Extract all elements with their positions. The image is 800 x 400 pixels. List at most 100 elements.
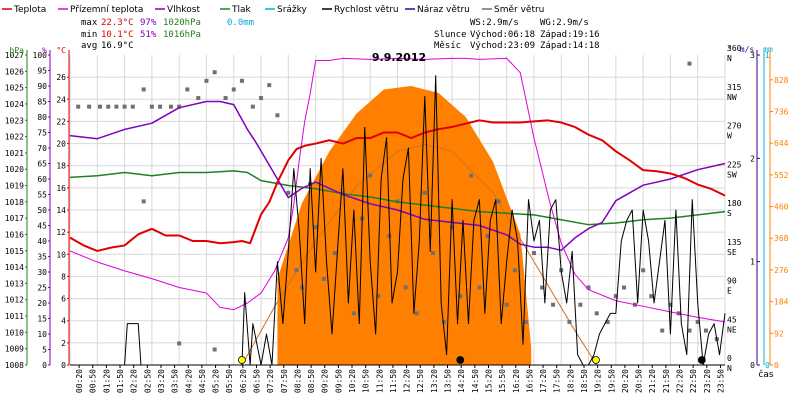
wind-dir-point [275,113,280,118]
humidity-tick-label: 90 [37,82,47,91]
pressure-line [69,170,726,226]
solar-tick-label: 92 [774,329,784,338]
x-tick-label: 15:20 [484,369,493,393]
wind-dir-tick-label: 90 [727,277,737,286]
x-tick-label: 02:50 [143,369,152,393]
temperature-tick-label: 20 [56,140,66,149]
wind-dir-point [168,104,173,109]
wind-dir-point [430,251,435,256]
info-moon-set: Západ:14:18 [540,41,600,51]
wind-dir-point [403,285,408,290]
chart-legend: Teplota Přízemní teplota Vlhkost Tlak Srážky… [2,5,544,15]
x-tick-label: 17:50 [553,369,562,393]
temperature-tick-label: 14 [56,206,66,215]
humidity-tick-label: 55 [37,191,47,200]
wind-dir-point [687,61,692,66]
wind-dir-point [321,276,326,281]
humidity-tick-label: 35 [37,253,47,262]
temperature-tick-label: 4 [61,317,66,326]
sunrise-marker [238,356,246,364]
pressure-tick-label: 1009 [5,345,24,354]
temperature-tick-label: 24 [56,95,66,104]
stat-min-label: min [81,30,97,40]
rain-tick-label: 0 [765,361,770,370]
pressure-tick-label: 1019 [5,182,24,191]
x-tick-label: 07:50 [280,369,289,393]
x-tick-label: 17:20 [539,369,548,393]
temperature-tick-label: 10 [56,250,66,259]
legend-label-wind_gust: Náraz větru [417,5,470,15]
rain-tick-label: 1 [765,51,770,60]
x-tick-label: 13:50 [444,369,453,393]
wind-dir-tick-label: 270 [727,122,742,131]
temperature-unit-label: °C [56,46,66,55]
wind-dir-tick-label: 180 [727,199,742,208]
wind-dir-point [250,104,255,109]
solar-tick-label: 644 [774,139,789,148]
pressure-tick-label: 1011 [5,312,24,321]
temperature-tick-label: 18 [56,162,66,171]
wind-dir-tick-label: 45 [727,315,737,324]
temperature-tick-label: 0 [61,361,66,370]
humidity-tick-label: 85 [37,98,47,107]
wind-dir-point [204,78,209,83]
x-tick-label: 14:20 [457,369,466,393]
wind-dir-tick-label: 135 [727,238,742,247]
wind-dir-point [158,104,163,109]
x-tick-label: 05:50 [225,369,234,393]
x-tick-label: 13:20 [430,369,439,393]
stat-max-pressure: 1020hPa [163,18,201,28]
legend-label-wind_dir: Směr větru [494,5,544,15]
wind-dir-point [512,268,517,273]
wind-dir-point [567,319,572,324]
temperature-tick-label: 26 [56,73,66,82]
legend-label-rain: Srážky [277,5,308,15]
wind-dir-point [540,285,545,290]
wind-dir-point [122,104,127,109]
x-tick-label: 16:20 [512,369,521,393]
wind-dir-point [649,294,654,299]
x-tick-label: 15:50 [498,369,507,393]
solar-tick-label: 736 [774,107,789,116]
wind-dir-point [687,328,692,333]
wind-dir-point [177,341,182,346]
wind-dir-point [177,104,182,109]
wind-dir-point [594,311,599,316]
wind-dir-point [286,190,291,195]
info-moon-label: Měsíc [434,41,461,51]
wind-dir-point [212,70,217,75]
wind-dir-point [450,225,455,230]
x-tick-label: 02:20 [130,369,139,393]
wind-dir-tick-dir: N [727,54,732,63]
pressure-tick-label: 1010 [5,328,24,337]
wind-dir-point [496,199,501,204]
wind-dir-point [114,104,119,109]
humidity-tick-label: 100 [33,51,48,60]
legend-label-temperature: Teplota [13,5,46,15]
wind-dir-point [641,268,646,273]
wind-dir-point [212,347,217,352]
x-tick-label: 22:20 [676,369,685,393]
x-tick-label: 09:20 [321,369,330,393]
temperature-tick-label: 8 [61,272,66,281]
wind-dir-point [299,285,304,290]
wind-dir-point [294,268,299,273]
humidity-tick-label: 95 [37,67,47,76]
x-tick-label: 23:50 [716,369,725,393]
humidity-tick-label: 80 [37,113,47,122]
chart-axes: 1008100910101011101210131014101510161017… [5,44,789,393]
humidity-tick-label: 15 [37,315,47,324]
humidity-tick-label: 5 [42,346,47,355]
x-tick-label: 08:50 [307,369,316,393]
stat-avg-temp: 16.9°C [101,41,134,51]
info-sun-set: Západ:19:16 [540,30,600,40]
x-tick-label: 14:50 [471,369,480,393]
wind-dir-point [477,285,482,290]
x-tick-label: 16:50 [525,369,534,393]
wind-speed-unit-label: m/s [740,45,755,54]
wind-dir-point [313,225,318,230]
x-tick-label: 04:20 [184,369,193,393]
x-tick-label: 08:20 [293,369,302,393]
x-tick-label: 04:50 [198,369,207,393]
wind-dir-point [387,233,392,238]
